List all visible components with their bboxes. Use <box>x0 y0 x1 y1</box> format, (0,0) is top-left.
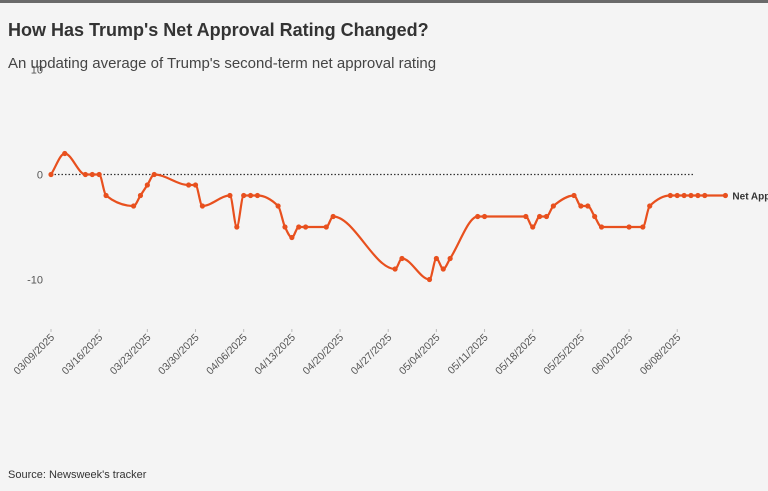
data-point <box>392 266 398 272</box>
data-point <box>103 192 109 199</box>
data-point <box>543 213 550 220</box>
data-point <box>695 192 701 199</box>
x-tick-label: 06/01/2025 <box>590 332 636 378</box>
x-tick-label: 04/06/2025 <box>204 332 250 378</box>
data-point <box>481 213 488 220</box>
data-point <box>681 192 687 199</box>
data-point <box>247 192 254 199</box>
data-point <box>447 255 453 262</box>
data-point <box>254 192 261 199</box>
x-tick-label: 03/23/2025 <box>108 332 154 378</box>
x-tick-label: 05/25/2025 <box>541 332 587 378</box>
data-point <box>592 213 598 220</box>
data-point <box>475 213 481 220</box>
y-tick-label: -10 <box>27 275 43 287</box>
x-tick-label: 03/09/2025 <box>11 332 57 378</box>
data-point <box>640 224 646 230</box>
data-point <box>585 203 591 209</box>
data-point <box>647 203 653 209</box>
data-point <box>426 276 433 283</box>
data-point <box>688 192 694 199</box>
x-tick-label: 04/20/2025 <box>301 332 347 378</box>
data-point <box>227 192 233 199</box>
data-point <box>433 255 439 262</box>
data-point <box>282 224 288 230</box>
x-tick-label: 05/18/2025 <box>493 332 539 378</box>
data-point <box>530 224 536 230</box>
data-point <box>241 192 247 199</box>
chart-subtitle: An updating average of Trump's second-te… <box>8 55 437 72</box>
data-point <box>137 192 144 199</box>
x-axis: 03/09/2025 03/16/2025 03/23/2025 03/30/2025… <box>11 329 683 377</box>
data-point <box>323 224 329 230</box>
data-point <box>722 192 729 199</box>
data-point <box>296 224 302 230</box>
data-point <box>289 234 295 241</box>
data-point <box>62 150 68 157</box>
data-point <box>440 266 446 272</box>
data-point <box>303 224 309 230</box>
data-point <box>89 171 95 178</box>
y-axis: 10 0 -10 <box>27 65 43 287</box>
data-point <box>186 182 192 188</box>
data-point <box>667 192 673 199</box>
x-tick-label: 03/30/2025 <box>156 332 202 378</box>
data-point <box>130 203 137 209</box>
data-point <box>330 213 336 220</box>
data-point <box>96 171 102 178</box>
series-line-net-approval <box>50 152 726 281</box>
x-tick-label: 03/16/2025 <box>60 332 106 378</box>
source-note: Source: Newsweek's tracker <box>8 469 147 481</box>
data-point <box>537 213 543 220</box>
data-point <box>199 203 205 209</box>
data-point <box>626 224 632 230</box>
data-point <box>571 192 577 199</box>
data-point <box>234 224 240 230</box>
data-point <box>523 213 529 220</box>
data-point <box>151 171 157 178</box>
x-tick-label: 05/04/2025 <box>397 332 443 378</box>
x-tick-label: 04/13/2025 <box>252 332 298 378</box>
chart-title: How Has Trump's Net Approval Rating Chan… <box>8 20 429 40</box>
top-rule <box>0 0 768 3</box>
data-point <box>598 224 605 230</box>
x-tick-label: 04/27/2025 <box>349 332 395 378</box>
data-point <box>550 203 556 209</box>
data-point <box>275 203 281 209</box>
data-point <box>144 182 150 188</box>
data-point <box>674 192 680 199</box>
data-point <box>702 192 708 199</box>
data-point <box>578 203 584 209</box>
series-label-net-approval: Net Approval <box>732 192 768 203</box>
series-points <box>48 150 729 283</box>
x-tick-label: 06/08/2025 <box>638 332 684 378</box>
data-point <box>192 182 199 188</box>
x-tick-label: 05/11/2025 <box>446 332 491 377</box>
y-tick-label: 0 <box>37 170 43 182</box>
data-point <box>48 171 54 178</box>
y-tick-label: 10 <box>31 65 43 77</box>
data-point <box>82 171 89 178</box>
data-point <box>399 255 405 262</box>
